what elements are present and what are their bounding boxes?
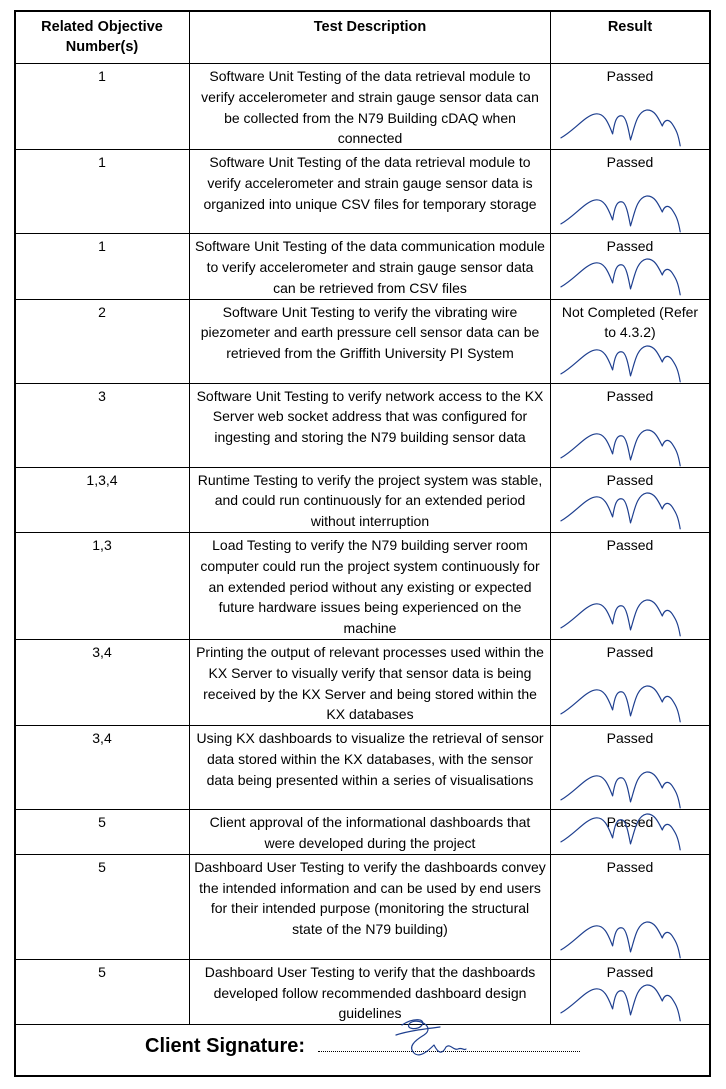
initials-signature — [560, 921, 681, 959]
description-cell: Software Unit Testing to verify the vibr… — [189, 298, 551, 384]
initials-signature — [560, 771, 681, 809]
description-cell: Runtime Testing to verify the project sy… — [189, 466, 551, 533]
objective-cell: 1,3 — [14, 531, 190, 640]
initials-signature — [560, 429, 681, 467]
description-cell: Software Unit Testing of the data retrie… — [189, 62, 551, 151]
description-cell: Software Unit Testing of the data retrie… — [189, 149, 551, 235]
client-signature-section: Client Signature: — [14, 1003, 709, 1075]
objective-cell: 1 — [14, 62, 190, 151]
result-text: Passed — [606, 68, 654, 84]
result-text: Not Completed (Refer to 4.3.2) — [561, 303, 699, 341]
client-signature-mark — [395, 1019, 467, 1056]
table-row: 2 Software Unit Testing to verify the vib… — [14, 298, 710, 384]
header-objective: Related Objective Number(s) — [14, 10, 190, 64]
result-text: Passed — [606, 814, 654, 831]
description-cell: Dashboard User Testing to verify that th… — [189, 958, 551, 1026]
objective-cell: 5 — [14, 853, 190, 960]
header-result: Result — [550, 10, 710, 64]
result-cell: Passed — [550, 725, 710, 811]
description-cell: Client approval of the informational das… — [189, 809, 551, 855]
description-cell: Software Unit Testing to verify network … — [189, 382, 551, 468]
table-row: 5 Client approval of the informational da… — [14, 809, 710, 855]
objective-cell: 1 — [14, 149, 190, 235]
result-text: Passed — [606, 536, 654, 553]
result-cell: Passed — [550, 853, 710, 960]
description-cell: Using KX dashboards to visualize the ret… — [189, 725, 551, 811]
table-row: 3 Software Unit Testing to verify network… — [14, 382, 710, 468]
result-cell: Passed — [550, 382, 710, 468]
result-text: Passed — [606, 471, 654, 488]
result-cell: Passed — [550, 466, 710, 533]
test-results-table: Related Objective Number(s) Test Descrip… — [14, 10, 710, 1026]
signature-line — [318, 1051, 580, 1052]
result-cell: Passed — [550, 638, 710, 727]
result-cell: Passed — [550, 958, 710, 1026]
table-row: 1,3 Load Testing to verify the N79 buildi… — [14, 531, 710, 640]
table-row: 1,3,4 Runtime Testing to verify the proje… — [14, 466, 710, 533]
description-cell: Software Unit Testing of the data commun… — [189, 233, 551, 300]
initials-signature — [560, 109, 681, 147]
table-header-row: Related Objective Number(s) Test Descrip… — [14, 10, 710, 64]
description-cell: Dashboard User Testing to verify the das… — [189, 853, 551, 960]
description-cell: Load Testing to verify the N79 building … — [189, 531, 551, 640]
result-text: Passed — [606, 643, 654, 660]
header-description: Test Description — [189, 10, 551, 64]
table-row: 5 Dashboard User Testing to verify the da… — [14, 853, 710, 960]
table-row: 3,4 Printing the output of relevant proce… — [14, 638, 710, 727]
initials-signature — [560, 195, 681, 233]
table-row: 5 Dashboard User Testing to verify that t… — [14, 958, 710, 1026]
result-cell: Passed — [550, 531, 710, 640]
result-text: Passed — [606, 858, 654, 875]
result-cell: Not Completed (Refer to 4.3.2) — [550, 298, 710, 384]
result-cell: Passed — [550, 233, 710, 300]
result-cell: Passed — [550, 149, 710, 235]
table-row: 1 Software Unit Testing of the data commu… — [14, 233, 710, 300]
objective-cell: 1 — [14, 233, 190, 300]
objective-cell: 3,4 — [14, 725, 190, 811]
result-text: Passed — [606, 154, 654, 171]
objective-cell: 5 — [14, 958, 190, 1026]
result-text: Passed — [606, 963, 654, 980]
result-text: Passed — [606, 238, 654, 255]
result-text: Passed — [606, 387, 654, 404]
result-cell: Passed — [550, 62, 710, 151]
table-row: 3,4 Using KX dashboards to visualize the … — [14, 725, 710, 811]
objective-cell: 5 — [14, 809, 190, 855]
description-cell: Printing the output of relevant processe… — [189, 638, 551, 727]
objective-cell: 3 — [14, 382, 190, 468]
table-row: 1 Software Unit Testing of the data retri… — [14, 62, 710, 151]
initials-signature — [560, 599, 681, 637]
result-cell: Passed — [550, 809, 710, 855]
result-text: Passed — [606, 730, 654, 747]
objective-cell: 1,3,4 — [14, 466, 190, 533]
objective-cell: 2 — [14, 298, 190, 384]
objective-cell: 3,4 — [14, 638, 190, 727]
client-signature-label: Client Signature: — [145, 1035, 306, 1057]
initials-signature — [560, 685, 681, 723]
table-row: 1 Software Unit Testing of the data retri… — [14, 149, 710, 235]
